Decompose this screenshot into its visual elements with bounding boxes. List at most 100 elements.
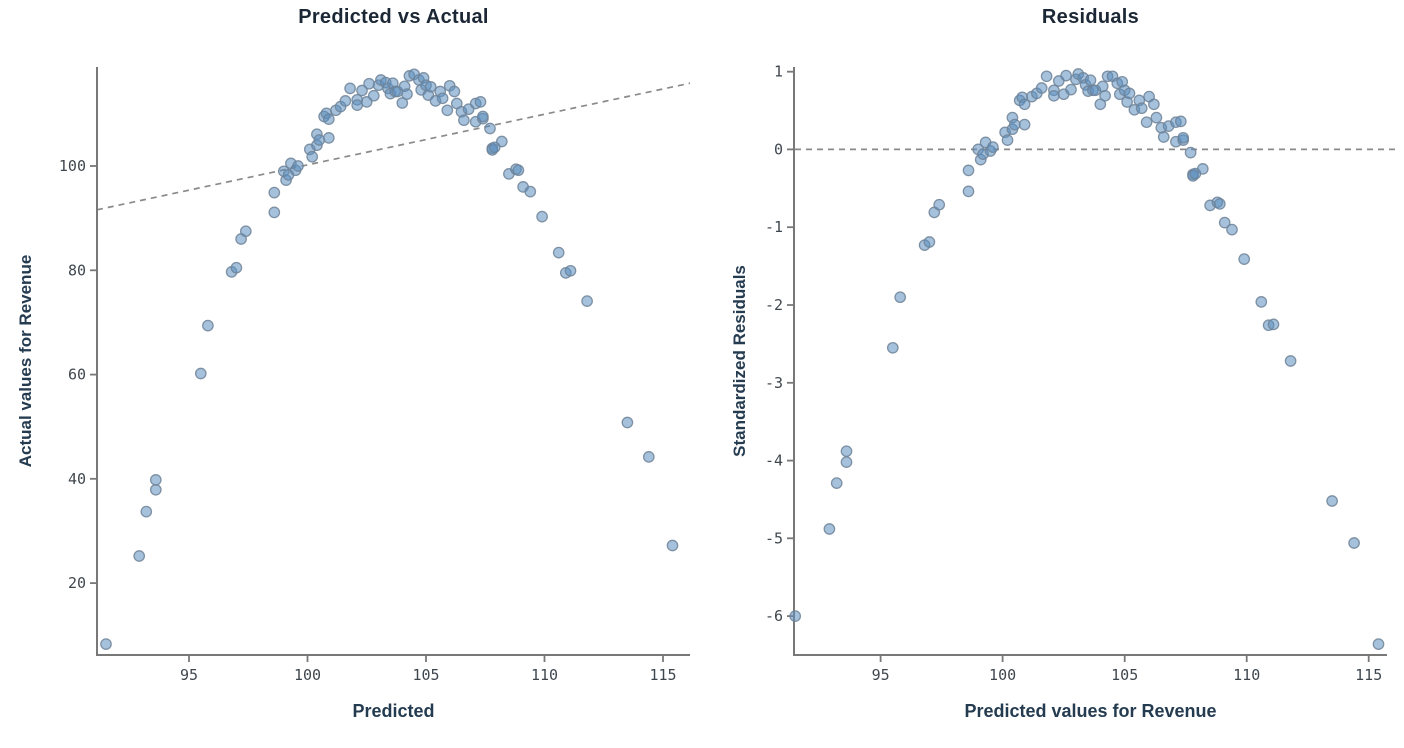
scatter-point xyxy=(1177,131,1190,144)
scatter-point xyxy=(1326,495,1338,507)
y-tick-label: -2 xyxy=(765,296,783,314)
scatter-point xyxy=(823,523,836,535)
plot-area-right: 95 100 105 110 115 1 0 -1 -2 -3 -4 -5 -6 xyxy=(765,63,1397,684)
scatter-point xyxy=(1035,82,1048,94)
scatter-point xyxy=(441,104,454,117)
chart-title: Predicted vs Actual xyxy=(298,6,489,28)
scatter-point xyxy=(448,85,461,98)
scatter-point xyxy=(1148,98,1160,111)
scatter-point xyxy=(564,264,577,277)
scatter-point xyxy=(149,483,162,496)
scatter-point xyxy=(1150,111,1163,124)
scatter-point xyxy=(401,88,413,100)
scatter-point xyxy=(396,97,409,109)
scatter-point xyxy=(962,164,975,177)
scatter-point xyxy=(477,110,489,123)
scatter-point xyxy=(268,206,281,219)
y-tick-label: -3 xyxy=(765,374,783,392)
x-tick-label: 110 xyxy=(531,666,558,684)
scatter-point xyxy=(436,92,449,105)
y-tick-label: 20 xyxy=(68,574,86,592)
scatter-point xyxy=(1196,163,1209,175)
scatter-point xyxy=(666,539,679,552)
scatter-point xyxy=(581,295,593,307)
x-tick-label: 95 xyxy=(180,666,198,684)
scatter-point xyxy=(1135,102,1148,115)
scatter-point xyxy=(894,291,907,304)
y-tick-label: -4 xyxy=(765,452,783,470)
y-tick-label: -5 xyxy=(765,529,783,547)
scatter-point xyxy=(987,141,999,153)
scatter-point xyxy=(1213,198,1226,210)
scatter-point xyxy=(1096,80,1109,93)
scatter-point xyxy=(1218,216,1231,229)
scatter-point xyxy=(1157,131,1170,143)
scatter-point xyxy=(1174,115,1187,128)
scatter-point xyxy=(424,80,437,93)
scatter-point xyxy=(202,319,214,332)
scatter-point xyxy=(1184,146,1197,159)
reference-dashed-line xyxy=(96,82,691,211)
scatter-point xyxy=(322,113,335,125)
scatter-point xyxy=(830,477,843,489)
scatter-point xyxy=(524,185,537,198)
x-tick-label: 115 xyxy=(649,666,676,684)
scatter-point xyxy=(840,445,853,458)
x-tick-label: 95 xyxy=(872,666,890,684)
y-tick-label: 60 xyxy=(68,366,86,384)
scatter-point xyxy=(1084,74,1097,87)
scatter-point xyxy=(268,186,281,199)
scatter-point xyxy=(351,99,364,111)
scatter-point xyxy=(642,451,655,463)
scatter-point xyxy=(1001,134,1014,146)
scatter-point xyxy=(367,89,380,102)
x-tick-label: 105 xyxy=(1111,666,1138,684)
scatter-point xyxy=(1372,638,1385,650)
scatter-point xyxy=(1048,89,1060,102)
x-tick-label: 110 xyxy=(1233,666,1260,684)
scatter-point xyxy=(840,456,853,468)
scatter-point xyxy=(313,134,326,146)
scatter-point xyxy=(886,341,899,354)
scatter-point xyxy=(923,236,936,248)
scatter-point xyxy=(474,96,487,108)
scatter-point xyxy=(322,132,335,144)
scatter-point xyxy=(140,505,153,518)
scatter-point xyxy=(100,638,112,650)
x-tick-label: 115 xyxy=(1355,666,1382,684)
scatter-point xyxy=(1238,253,1251,265)
scatter-point xyxy=(230,261,243,274)
scatter-point xyxy=(1284,355,1297,367)
scatter-point xyxy=(356,84,368,97)
scatter-point xyxy=(495,135,508,148)
scatter-point xyxy=(1140,116,1153,129)
y-tick-label: 100 xyxy=(59,157,86,175)
scatter-point xyxy=(1060,69,1072,82)
scatter-point xyxy=(149,474,162,486)
chart-title: Residuals xyxy=(1041,6,1140,28)
scatter-point xyxy=(1348,537,1360,549)
scatter-point xyxy=(292,160,304,172)
scatter-point xyxy=(1018,118,1031,131)
plot-area-left: 95 100 105 110 115 20 40 60 80 100 xyxy=(59,67,691,684)
axis-lines xyxy=(96,67,690,656)
scatter-point xyxy=(1008,118,1021,131)
scatter-point xyxy=(621,416,634,429)
scatter-point xyxy=(1267,318,1280,331)
y-tick-label: 40 xyxy=(68,470,86,488)
y-tick-label: 80 xyxy=(68,261,86,279)
scatter-point xyxy=(933,198,946,211)
x-axis-label: Predicted xyxy=(352,701,435,721)
scatter-point xyxy=(306,150,319,163)
scatter-point xyxy=(339,95,352,107)
scatter-point xyxy=(1018,98,1031,111)
x-tick-label: 100 xyxy=(294,666,321,684)
x-tick-label: 100 xyxy=(989,666,1016,684)
scatter-point xyxy=(194,367,207,380)
scatter-point xyxy=(1099,89,1111,102)
scatter-point xyxy=(536,210,548,223)
scatter-point xyxy=(552,246,565,259)
scatter-point xyxy=(363,77,375,90)
scatter-point xyxy=(1123,87,1136,100)
